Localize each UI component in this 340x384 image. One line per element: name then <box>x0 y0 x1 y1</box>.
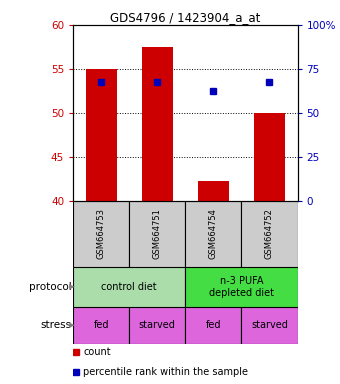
Text: starved: starved <box>251 320 288 330</box>
Text: GSM664753: GSM664753 <box>97 208 106 259</box>
Text: GSM664751: GSM664751 <box>153 208 162 259</box>
Title: GDS4796 / 1423904_a_at: GDS4796 / 1423904_a_at <box>110 11 260 24</box>
Text: n-3 PUFA
depleted diet: n-3 PUFA depleted diet <box>209 276 274 298</box>
Bar <box>129 201 185 266</box>
Bar <box>73 266 185 307</box>
Bar <box>241 201 298 266</box>
Bar <box>185 201 241 266</box>
Text: percentile rank within the sample: percentile rank within the sample <box>83 367 248 377</box>
Text: stress: stress <box>41 320 72 330</box>
Text: fed: fed <box>206 320 221 330</box>
Bar <box>86 69 117 201</box>
Bar <box>129 307 185 344</box>
Text: control diet: control diet <box>101 282 157 292</box>
Bar <box>142 47 173 201</box>
Bar <box>254 113 285 201</box>
Bar <box>73 201 129 266</box>
Bar <box>73 307 129 344</box>
Text: GSM664752: GSM664752 <box>265 208 274 259</box>
Bar <box>241 307 298 344</box>
Text: count: count <box>83 347 111 357</box>
Text: fed: fed <box>94 320 109 330</box>
Bar <box>198 181 229 201</box>
Text: GSM664754: GSM664754 <box>209 208 218 259</box>
Bar <box>185 266 298 307</box>
Text: protocol: protocol <box>29 282 72 292</box>
Text: starved: starved <box>139 320 176 330</box>
Bar <box>185 307 241 344</box>
